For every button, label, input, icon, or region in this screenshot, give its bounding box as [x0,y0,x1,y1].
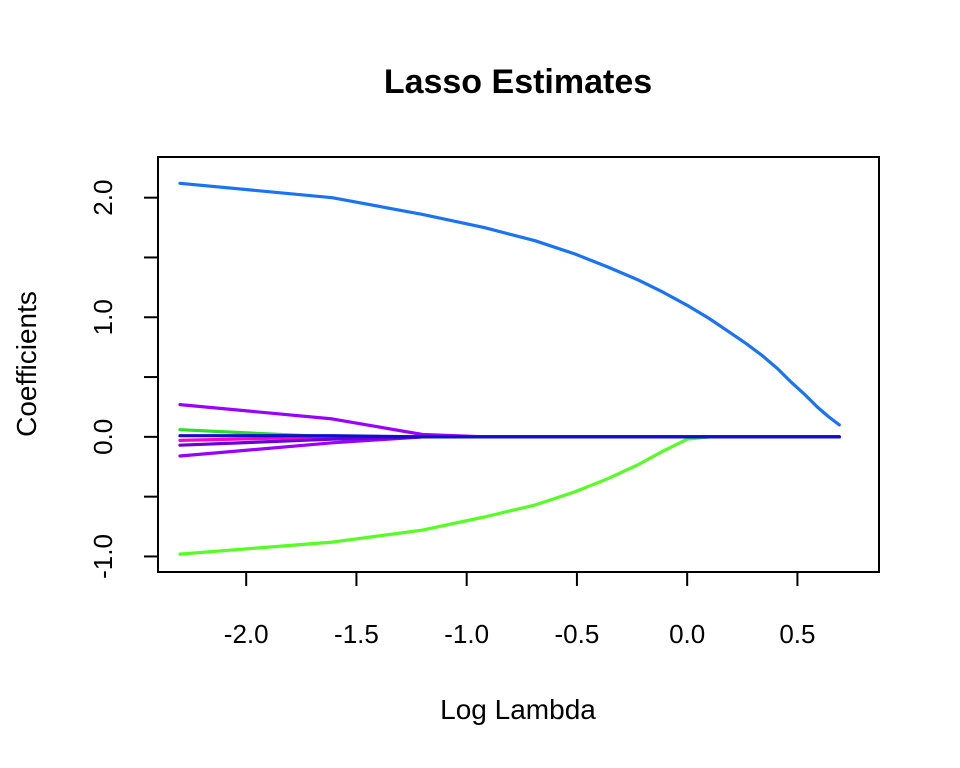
y-axis-label: Coefficients [11,291,42,437]
series-layer [178,181,841,556]
series-line-2 [178,435,841,556]
y-tick-label: 0.0 [88,419,118,455]
x-axis: -2.0 -1.5 -1.0 -0.5 0.0 0.5 [224,571,815,649]
y-tick-label: -1.0 [88,534,118,579]
x-tick-label: -0.5 [555,619,600,649]
x-axis-label: Log Lambda [440,694,596,725]
x-tick-label: -1.0 [444,619,489,649]
x-tick-label: -2.0 [224,619,269,649]
y-axis: -1.0 0.0 1.0 2.0 [88,180,159,579]
y-tick-label: 1.0 [88,299,118,335]
x-tick-label: 0.5 [779,619,815,649]
series-line-3 [178,403,841,439]
chart-title: Lasso Estimates [384,63,652,101]
x-tick-label: 0.0 [669,619,705,649]
series-line-1 [178,181,841,427]
x-tick-label: -1.5 [334,619,379,649]
series-line-8 [178,434,841,439]
y-tick-label: 2.0 [88,180,118,216]
